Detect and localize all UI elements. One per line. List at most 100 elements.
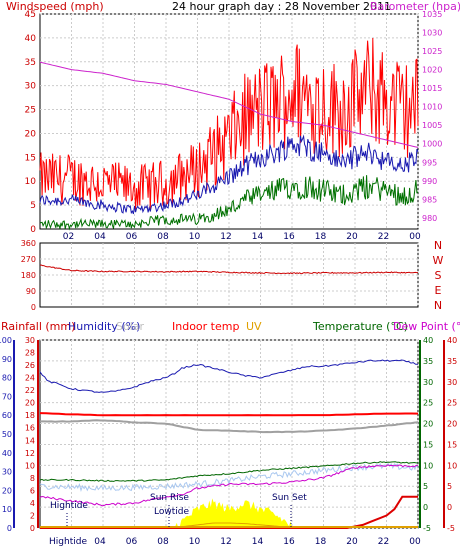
humidity-tick-label: 10 bbox=[2, 505, 12, 514]
wind-tick-label: 5 bbox=[30, 201, 36, 211]
temp-x-tick-label: 12 bbox=[220, 537, 231, 547]
wind-tick-label: 45 bbox=[25, 10, 36, 20]
wind-tick-label: 0 bbox=[30, 225, 36, 235]
wind-x-tick-label: 02 bbox=[63, 232, 74, 242]
wind-gust-series bbox=[39, 37, 419, 210]
rainfall-legend: Rainfall (mm) bbox=[1, 320, 75, 333]
dewpoint-tick-label: -5 bbox=[447, 524, 455, 533]
wind-x-tick-label: 08 bbox=[157, 232, 169, 242]
wind-x-tick-label: 18 bbox=[315, 232, 327, 242]
temp-tick-label: 15 bbox=[423, 440, 433, 449]
temperature-series bbox=[39, 461, 418, 482]
wind-tick-label: 35 bbox=[25, 58, 36, 68]
wind-x-tick-label: 22 bbox=[378, 232, 389, 242]
temp-tick-label: 5 bbox=[423, 482, 428, 491]
humidity-tick-label: 90 bbox=[2, 355, 12, 364]
rain-tick-label: 16 bbox=[25, 424, 35, 433]
dewpoint-tick-label: 40 bbox=[447, 336, 457, 345]
baro-tick-label: 980 bbox=[422, 214, 437, 223]
humidity-tick-label: 70 bbox=[2, 392, 12, 401]
direction-tick-label: 0 bbox=[31, 303, 36, 312]
temp-x-tick-label: 14 bbox=[252, 537, 264, 547]
sunset-annotation: Sun Set bbox=[272, 493, 307, 503]
temp-x-tick-label: 06 bbox=[126, 537, 138, 547]
compass-label: N bbox=[434, 239, 442, 252]
rain-tick-label: 8 bbox=[30, 474, 35, 483]
tick-labels: 0510152025303540459809859909951000100510… bbox=[0, 10, 457, 547]
rain-tick-label: 10 bbox=[25, 461, 35, 470]
temp-x-tick-label: 18 bbox=[315, 537, 327, 547]
temp-tick-label: 10 bbox=[423, 461, 433, 470]
direction-tick-label: 270 bbox=[21, 255, 36, 264]
barometer-series bbox=[39, 61, 419, 148]
chart-title: 24 hour graph day : 28 November 2011 bbox=[172, 0, 391, 13]
wind-x-tick-label: 04 bbox=[94, 232, 106, 242]
temp-tick-label: 0 bbox=[423, 503, 428, 512]
dewpoint-tick-label: 20 bbox=[447, 420, 457, 429]
rain-tick-label: 24 bbox=[25, 374, 35, 383]
temp-x-tick-label: 08 bbox=[157, 537, 169, 547]
rain-tick-label: 20 bbox=[25, 399, 35, 408]
compass-label: W bbox=[433, 254, 444, 267]
temp-tick-label: 35 bbox=[423, 357, 433, 366]
baro-tick-label: 1035 bbox=[422, 10, 442, 19]
temp-x-tick-label: 10 bbox=[189, 537, 201, 547]
humidity-tick-label: 50 bbox=[2, 430, 12, 439]
rain-tick-label: 28 bbox=[25, 349, 35, 358]
rain-tick-label: 12 bbox=[25, 449, 35, 458]
chart-marks bbox=[39, 37, 419, 529]
wind-low-series bbox=[39, 175, 419, 231]
hightide-annotation: Hightide bbox=[50, 501, 88, 511]
rain-tick-label: 0 bbox=[30, 524, 35, 533]
humidity-tick-label: 80 bbox=[2, 374, 12, 383]
baro-tick-label: 1005 bbox=[422, 121, 442, 130]
temp-tick-label: -5 bbox=[423, 524, 431, 533]
compass-label: N bbox=[434, 299, 442, 312]
baro-tick-label: 990 bbox=[422, 177, 437, 186]
temp-x-tick-label: 00 bbox=[409, 537, 421, 547]
temp-x-tick-label: 20 bbox=[346, 537, 358, 547]
uv-series bbox=[173, 522, 293, 529]
direction-tick-label: 180 bbox=[21, 271, 36, 280]
temperature-legend: Temperature (°C) bbox=[312, 320, 408, 333]
uv-legend: UV bbox=[246, 320, 262, 333]
wind-tick-label: 20 bbox=[25, 129, 37, 139]
gray-series bbox=[40, 419, 419, 434]
baro-tick-label: 1000 bbox=[422, 140, 442, 149]
hightide-axis-label: Hightide bbox=[49, 537, 87, 547]
temp-tick-label: 25 bbox=[423, 399, 433, 408]
wind-x-tick-label: 16 bbox=[283, 232, 295, 242]
lowtide-annotation: Lowtide bbox=[154, 507, 189, 517]
rain-tick-label: 22 bbox=[25, 386, 35, 395]
dewpoint-tick-label: 5 bbox=[447, 482, 452, 491]
dewpoint-tick-label: 15 bbox=[447, 440, 457, 449]
temp-tick-label: 40 bbox=[423, 336, 433, 345]
sunrise-annotation: Sun Rise bbox=[150, 493, 189, 503]
rain-tick-label: 14 bbox=[25, 436, 35, 445]
humidity-tick-label: 20 bbox=[2, 486, 12, 495]
temp-x-tick-label: 04 bbox=[94, 537, 106, 547]
windspeed-axis-label: Windspeed (mph) bbox=[6, 0, 104, 13]
dewpoint-tick-label: 10 bbox=[447, 461, 457, 470]
wind-x-tick-label: 00 bbox=[409, 232, 421, 242]
dewpoint-tick-label: 35 bbox=[447, 357, 457, 366]
wind-tick-label: 30 bbox=[25, 82, 37, 92]
wind-tick-label: 25 bbox=[25, 106, 36, 116]
dewpoint-tick-label: 0 bbox=[447, 503, 452, 512]
rain-tick-label: 30 bbox=[25, 336, 35, 345]
rain-tick-label: 18 bbox=[25, 411, 35, 420]
rain-tick-label: 26 bbox=[25, 361, 35, 370]
humidity-tick-label: 30 bbox=[2, 468, 12, 477]
wind-tick-label: 40 bbox=[25, 34, 37, 44]
barometer-axis-label: Barometer (hpa) bbox=[370, 0, 460, 13]
humidity-legend: Humidity (%) bbox=[68, 320, 140, 333]
wind-tick-label: 15 bbox=[25, 153, 36, 163]
wind-x-tick-label: 10 bbox=[189, 232, 201, 242]
baro-tick-label: 1020 bbox=[422, 66, 442, 75]
baro-tick-label: 1025 bbox=[422, 47, 442, 56]
humidity-tick-label: 0 bbox=[7, 524, 12, 533]
solar-area bbox=[173, 498, 292, 528]
solar-legend: Solar bbox=[116, 320, 145, 333]
direction-series bbox=[39, 264, 418, 275]
